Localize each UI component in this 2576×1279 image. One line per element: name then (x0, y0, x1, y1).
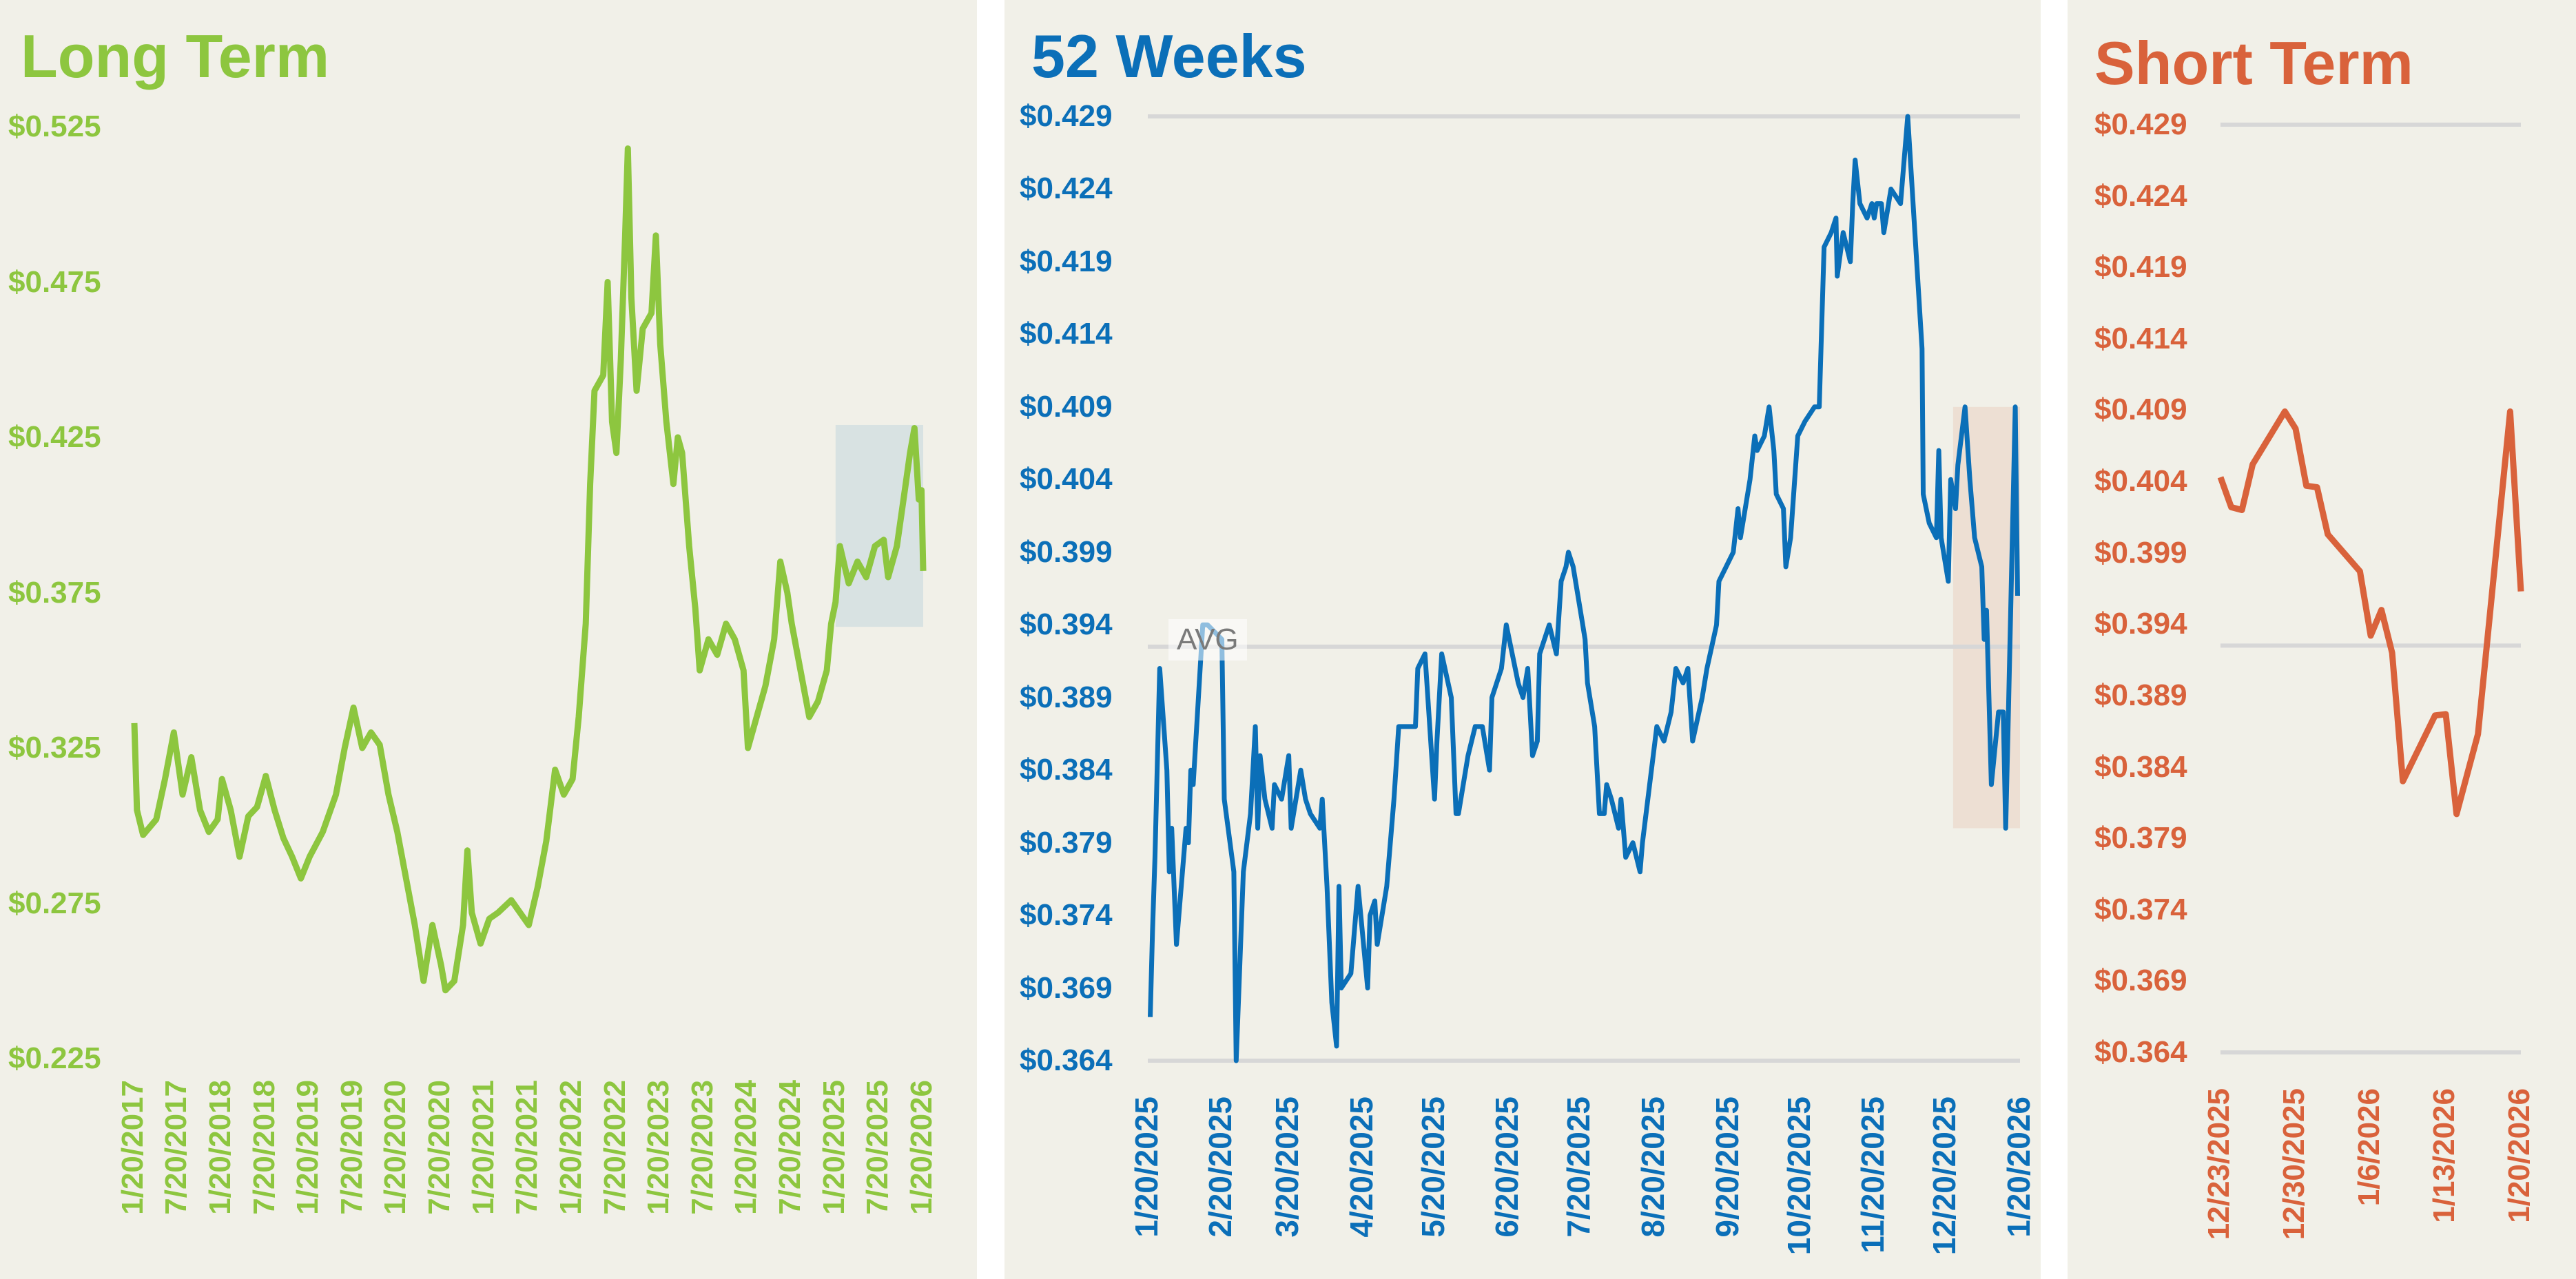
short-term-y-tick-label: $0.389 (2094, 678, 2187, 712)
52-weeks-y-tick-label: $0.374 (1020, 898, 1113, 933)
long-term-x-tick-label: 1/20/2024 (729, 1080, 763, 1215)
long-term-y-tick-label: $0.325 (8, 731, 101, 765)
52-weeks-y-tick-label: $0.399 (1020, 534, 1113, 569)
long-term-y-tick-label: $0.475 (8, 264, 101, 299)
short-term-price-line (2217, 408, 2524, 818)
52-weeks-y-tick-label: $0.409 (1020, 389, 1113, 424)
short-term-x-tick-label: 12/30/2025 (2276, 1088, 2311, 1240)
short-term-x-tick-label: 1/6/2026 (2351, 1088, 2386, 1207)
52-weeks-y-tick-label: $0.389 (1020, 680, 1113, 714)
52-weeks-x-tick-label: 6/20/2025 (1489, 1096, 1525, 1238)
long-term-x-tick-label: 7/20/2019 (334, 1080, 369, 1215)
52-weeks-y-tick-label: $0.429 (1020, 99, 1113, 133)
short-term-y-tick-label: $0.419 (2094, 250, 2187, 284)
short-term-y-tick-label: $0.384 (2094, 749, 2187, 784)
52-weeks-x-tick-label: 5/20/2025 (1414, 1096, 1451, 1238)
52-weeks-title: 52 Weeks (1031, 22, 1307, 90)
long-term-x-tick-label: 7/20/2022 (597, 1080, 632, 1215)
short-term-y-tick-label: $0.414 (2094, 321, 2187, 355)
long-term-x-tick-label: 7/20/2017 (159, 1080, 194, 1215)
52-weeks-x-tick-label: 4/20/2025 (1343, 1096, 1379, 1238)
long-term-y-tick-label: $0.225 (8, 1041, 101, 1075)
avg-label: AVG (1168, 618, 1247, 661)
52-weeks-y-tick-label: $0.364 (1020, 1043, 1113, 1077)
long-term-x-tick-label: 1/20/2020 (378, 1080, 413, 1215)
long-term-x-tick-label: 7/20/2025 (861, 1080, 895, 1215)
long-term-x-tick-label: 1/20/2023 (641, 1080, 676, 1215)
long-term-y-tick-label: $0.425 (8, 420, 101, 454)
long-term-panel (0, 0, 977, 1279)
long-term-y-tick-label: $0.275 (8, 886, 101, 920)
long-term-x-tick-label: 1/20/2022 (553, 1080, 588, 1215)
52-weeks-x-tick-label: 12/20/2025 (1926, 1096, 1963, 1256)
52-weeks-x-tick-label: 3/20/2025 (1269, 1096, 1306, 1238)
52-weeks-y-tick-label: $0.414 (1020, 317, 1113, 351)
long-term-x-tick-label: 1/20/2026 (904, 1080, 938, 1215)
52-weeks-x-tick-label: 8/20/2025 (1635, 1096, 1671, 1238)
short-term-y-tick-label: $0.429 (2094, 107, 2187, 141)
long-term-x-tick-label: 1/20/2021 (466, 1080, 500, 1215)
long-term-y-tick-label: $0.525 (8, 110, 101, 143)
long-term-x-tick-label: 1/20/2018 (203, 1080, 238, 1215)
52-weeks-x-tick-label: 11/20/2025 (1855, 1096, 1891, 1254)
52-weeks-y-tick-label: $0.369 (1020, 970, 1113, 1005)
long-term-x-tick-label: 1/20/2025 (816, 1080, 851, 1215)
short-term-x-tick-label: 1/20/2026 (2502, 1088, 2536, 1223)
long-term-x-tick-label: 1/20/2019 (291, 1080, 325, 1215)
long-term-x-tick-label: 7/20/2024 (772, 1080, 807, 1215)
short-term-y-tick-label: $0.379 (2094, 821, 2187, 855)
52-weeks-x-tick-label: 7/20/2025 (1560, 1096, 1597, 1238)
52-weeks-x-tick-label: 2/20/2025 (1202, 1096, 1239, 1238)
52-weeks-y-tick-label: $0.384 (1020, 753, 1113, 787)
short-term-y-tick-label: $0.369 (2094, 964, 2187, 998)
52-weeks-x-tick-label: 9/20/2025 (1709, 1096, 1745, 1238)
52-weeks-x-tick-label: 10/20/2025 (1780, 1096, 1817, 1256)
short-term-y-tick-label: $0.409 (2094, 393, 2187, 427)
52-weeks-x-tick-label: 1/20/2025 (1128, 1096, 1164, 1238)
52-weeks-y-tick-label: $0.419 (1020, 244, 1113, 278)
52-weeks-price-line (1148, 114, 2020, 1063)
short-term-panel (2068, 0, 2576, 1279)
short-term-y-tick-label: $0.364 (2094, 1035, 2187, 1069)
short-term-y-tick-label: $0.399 (2094, 535, 2187, 570)
long-term-x-tick-label: 7/20/2020 (422, 1080, 457, 1215)
long-term-price-line (131, 145, 927, 994)
long-term-title: Long Term (21, 22, 330, 90)
short-term-y-tick-label: $0.394 (2094, 607, 2187, 641)
52-weeks-y-tick-label: $0.424 (1020, 171, 1113, 206)
long-term-x-tick-label: 7/20/2023 (685, 1080, 719, 1215)
short-term-title: Short Term (2094, 29, 2413, 97)
short-term-x-tick-label: 12/23/2025 (2201, 1088, 2236, 1240)
52-weeks-y-tick-label: $0.379 (1020, 825, 1113, 860)
short-term-y-tick-label: $0.424 (2094, 178, 2187, 213)
short-term-y-tick-label: $0.374 (2094, 892, 2187, 926)
52-weeks-y-tick-label: $0.394 (1020, 607, 1113, 642)
52-weeks-y-tick-label: $0.404 (1020, 462, 1113, 497)
long-term-x-tick-label: 1/20/2017 (115, 1080, 150, 1215)
short-term-y-tick-label: $0.404 (2094, 464, 2187, 499)
52-weeks-x-tick-label: 1/20/2026 (2000, 1096, 2037, 1238)
short-term-x-tick-label: 1/13/2026 (2426, 1088, 2461, 1223)
long-term-y-tick-label: $0.375 (8, 575, 101, 610)
long-term-x-tick-label: 7/20/2021 (510, 1080, 544, 1215)
long-term-x-tick-label: 7/20/2018 (247, 1080, 281, 1215)
